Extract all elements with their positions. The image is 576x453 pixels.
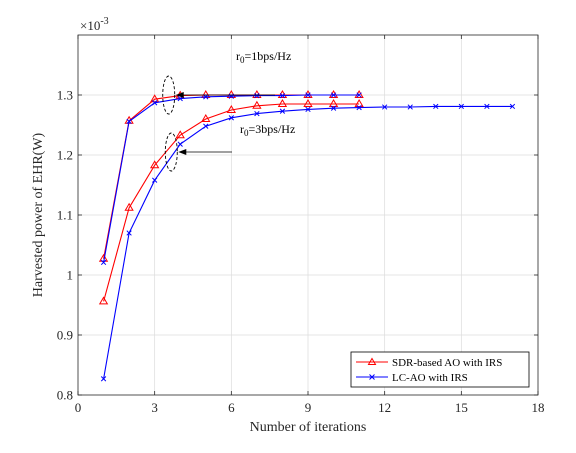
- y-tick-label: 1.1: [57, 208, 73, 223]
- data-point-triangle: [303, 99, 313, 107]
- axes: 0 3 6 9 12 15 18 0.8 0.9 1 1.1 1.2 1.3: [57, 34, 545, 415]
- x-tick-label: 6: [228, 400, 235, 415]
- legend: SDR-based AO with IRS LC-AO with IRS: [350, 351, 530, 388]
- legend-triangle-icon: [367, 357, 377, 365]
- data-point-x: [305, 106, 311, 113]
- data-point-triangle: [252, 100, 262, 109]
- data-point-x: [279, 108, 286, 114]
- series-line-2: [103, 103, 360, 302]
- annotation-arrowhead: [175, 92, 184, 98]
- x-tick-label: 9: [305, 400, 312, 415]
- data-point-x: [203, 123, 209, 129]
- data-point-x: [509, 103, 516, 110]
- data-point-x: [152, 100, 158, 106]
- data-point-triangle: [277, 99, 288, 107]
- annotation-ellipse: [162, 75, 176, 115]
- y-tick-label: 1: [67, 268, 74, 283]
- data-point-x: [382, 104, 388, 110]
- annotation-arrowhead: [178, 149, 187, 155]
- x-tick-label: 15: [455, 400, 468, 415]
- x-tick-label: 0: [75, 400, 82, 415]
- data-point-x: [254, 92, 260, 99]
- legend-label-lc: LC-AO with IRS: [392, 372, 468, 384]
- data-point-x: [407, 104, 413, 110]
- data-point-triangle: [98, 296, 109, 305]
- data-point-x: [100, 259, 107, 266]
- data-point-triangle: [175, 130, 185, 139]
- y-tick-label: 0.9: [57, 328, 73, 343]
- data-point-triangle: [226, 105, 237, 113]
- y-axis-label: Harvested power of EHR(W): [31, 132, 46, 297]
- data-point-x: [330, 92, 337, 98]
- data-point-triangle: [149, 94, 160, 103]
- data-point-x: [356, 104, 362, 111]
- annotation-label: r0=3bps/Hz: [240, 122, 295, 138]
- data-point-triangle: [149, 160, 160, 169]
- data-point-triangle: [328, 99, 339, 107]
- legend-label-sdr: SDR-based AO with IRS: [392, 357, 502, 369]
- data-point-x: [228, 115, 234, 121]
- data-point-x: [152, 177, 158, 183]
- data-point-x: [126, 118, 132, 125]
- data-point-x: [458, 103, 464, 110]
- data-point-x: [484, 103, 490, 110]
- y-tick-label: 0.8: [57, 388, 73, 403]
- data-point-x: [177, 141, 183, 147]
- annotation-ellipse: [164, 132, 178, 172]
- data-point-triangle: [354, 99, 364, 107]
- data-point-x: [126, 230, 132, 236]
- data-point-triangle: [303, 90, 313, 98]
- data-point-triangle: [328, 90, 339, 98]
- legend-box: [350, 351, 530, 388]
- y-multiplier: ×10-3: [80, 16, 109, 33]
- data-point-triangle: [354, 90, 364, 98]
- x-tick-label: 3: [151, 400, 158, 415]
- data-point-x: [100, 376, 107, 382]
- data-point-x: [330, 105, 337, 111]
- y-tick-label: 1.3: [57, 88, 73, 103]
- data-point-x: [433, 103, 439, 110]
- annotations: r0=1bps/Hz r0=3bps/Hz: [162, 49, 295, 172]
- data-point-x: [356, 92, 362, 98]
- data-point-x: [254, 110, 260, 117]
- data-point-triangle: [124, 202, 134, 211]
- y-tick-label: 1.2: [57, 148, 73, 163]
- x-tick-label: 12: [378, 400, 391, 415]
- data-point-x: [279, 92, 286, 99]
- data-point-x: [305, 92, 311, 98]
- x-axis-label: Number of iterations: [250, 420, 367, 435]
- series-layer: [98, 90, 516, 382]
- data-point-triangle: [201, 114, 211, 122]
- annotation-label: r0=1bps/Hz: [236, 49, 291, 65]
- legend-x-icon: [369, 374, 375, 380]
- x-tick-label: 18: [532, 400, 545, 415]
